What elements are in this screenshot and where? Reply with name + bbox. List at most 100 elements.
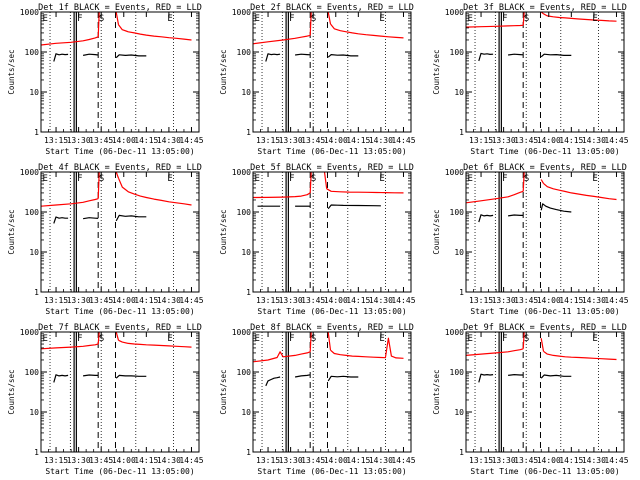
- series-line-events: [53, 374, 69, 383]
- y-tick-label: 1: [246, 448, 251, 457]
- y-tick-label: 1000: [232, 168, 251, 177]
- series-line-lld: [326, 188, 404, 194]
- series-line-lld: [115, 332, 120, 341]
- marker-e: E: [255, 334, 260, 344]
- plot-frame: [252, 171, 412, 293]
- y-tick-label: 10: [29, 248, 39, 257]
- x-tick-label: 14:45: [179, 456, 203, 465]
- series-line-events: [478, 373, 494, 383]
- y-axis-label: Counts/sec: [219, 369, 228, 414]
- x-tick-label: 13:30: [492, 456, 516, 465]
- x-tick-label: 14:45: [179, 296, 203, 305]
- x-tick-label: 14:30: [582, 296, 606, 305]
- y-axis-label: Counts/sec: [432, 369, 441, 414]
- x-tick-label: 14:15: [559, 136, 583, 145]
- x-tick-label: 14:45: [604, 136, 628, 145]
- y-tick-label: 100: [237, 208, 252, 217]
- x-tick-label: 14:30: [582, 456, 606, 465]
- x-axis-label: Start Time (06-Dec-11 13:05:00): [257, 467, 406, 476]
- series-line-events: [53, 216, 69, 224]
- series-line-events: [508, 214, 524, 217]
- y-tick-label: 10: [454, 248, 464, 257]
- x-tick-label: 13:30: [67, 456, 91, 465]
- plot-frame: [40, 11, 200, 133]
- series-line-events: [540, 374, 572, 379]
- series-line-lld: [253, 34, 311, 45]
- series-group: [41, 12, 192, 62]
- series-line-lld: [327, 332, 332, 351]
- y-tick-label: 1000: [20, 168, 39, 177]
- marker-e: E: [468, 334, 473, 344]
- series-line-events: [327, 204, 381, 210]
- series-line-lld: [522, 172, 525, 192]
- marker-e: E: [167, 14, 172, 24]
- x-tick-label: 13:45: [514, 136, 538, 145]
- x-tick-label: 14:30: [369, 456, 393, 465]
- y-tick-label: 1000: [232, 328, 251, 337]
- marker-f: F: [77, 334, 82, 344]
- series-line-lld: [466, 348, 524, 356]
- series-line-lld: [327, 12, 332, 25]
- x-tick-label: 14:45: [391, 456, 415, 465]
- marker-s: S: [524, 334, 529, 344]
- plot-frame: [252, 331, 412, 453]
- x-tick-label: 13:30: [279, 136, 303, 145]
- marker-f: F: [77, 174, 82, 184]
- marker-s: S: [311, 174, 316, 184]
- plot-frame: [465, 331, 625, 453]
- y-tick-label: 100: [25, 208, 40, 217]
- plot-frame: [40, 331, 200, 453]
- panel-title: Det 4f BLACK = Events, RED = LLD: [38, 163, 202, 173]
- x-tick-label: 14:15: [346, 296, 370, 305]
- x-tick-label: 13:30: [279, 296, 303, 305]
- x-tick-label: 14:45: [391, 296, 415, 305]
- series-line-events: [53, 53, 69, 62]
- series-line-lld: [115, 172, 120, 179]
- marker-f: F: [77, 14, 82, 24]
- series-line-lld: [41, 343, 99, 350]
- x-tick-label: 13:30: [279, 456, 303, 465]
- marker-f: F: [289, 14, 294, 24]
- y-tick-label: 1: [459, 128, 464, 137]
- x-tick-label: 13:15: [256, 136, 280, 145]
- marker-e: E: [255, 174, 260, 184]
- panel-det-4f: 1 10 100 1000 13:1513:3013:4514:0014:1514:30…: [7, 163, 204, 316]
- panel-det-5f: 1 10 100 1000 13:1513:3013:4514:0014:1514:30…: [219, 163, 416, 316]
- panel-det-8f: 1 10 100 1000 13:1513:3013:4514:0014:1514:30…: [219, 323, 416, 476]
- x-tick-label: 14:45: [604, 296, 628, 305]
- x-tick-label: 14:00: [324, 296, 348, 305]
- x-tick-label: 14:45: [391, 136, 415, 145]
- y-tick-label: 10: [29, 408, 39, 417]
- marker-f: F: [502, 14, 507, 24]
- y-tick-label: 1000: [20, 328, 39, 337]
- series-line-lld: [253, 192, 311, 199]
- panel-det-2f: 1 10 100 1000 13:1513:3013:4514:0014:1514:30…: [219, 3, 416, 156]
- series-line-lld: [97, 12, 100, 37]
- series-line-events: [327, 53, 359, 58]
- x-tick-label: 14:15: [346, 136, 370, 145]
- x-tick-label: 13:45: [301, 136, 325, 145]
- x-tick-label: 13:45: [89, 136, 113, 145]
- y-tick-label: 100: [450, 48, 465, 57]
- marker-s: S: [99, 14, 104, 24]
- y-tick-label: 1000: [445, 168, 464, 177]
- panel-det-1f: 1 10 100 1000 13:1513:3013:4514:0014:1514:30…: [7, 3, 204, 156]
- y-tick-label: 1: [34, 288, 39, 297]
- series-group: [466, 12, 617, 62]
- x-tick-label: 14:45: [604, 456, 628, 465]
- x-tick-label: 14:00: [537, 456, 561, 465]
- series-line-lld: [309, 332, 312, 352]
- x-tick-label: 13:30: [492, 136, 516, 145]
- series-group: [466, 332, 617, 383]
- series-line-lld: [117, 177, 192, 206]
- y-axis-label: Counts/sec: [7, 209, 16, 254]
- marker-e: E: [167, 334, 172, 344]
- marker-e: E: [255, 14, 260, 24]
- y-tick-label: 1: [34, 448, 39, 457]
- series-line-events: [327, 375, 359, 382]
- marker-e: E: [43, 334, 48, 344]
- x-tick-label: 13:45: [301, 296, 325, 305]
- marker-e: E: [468, 174, 473, 184]
- series-line-events: [478, 52, 494, 62]
